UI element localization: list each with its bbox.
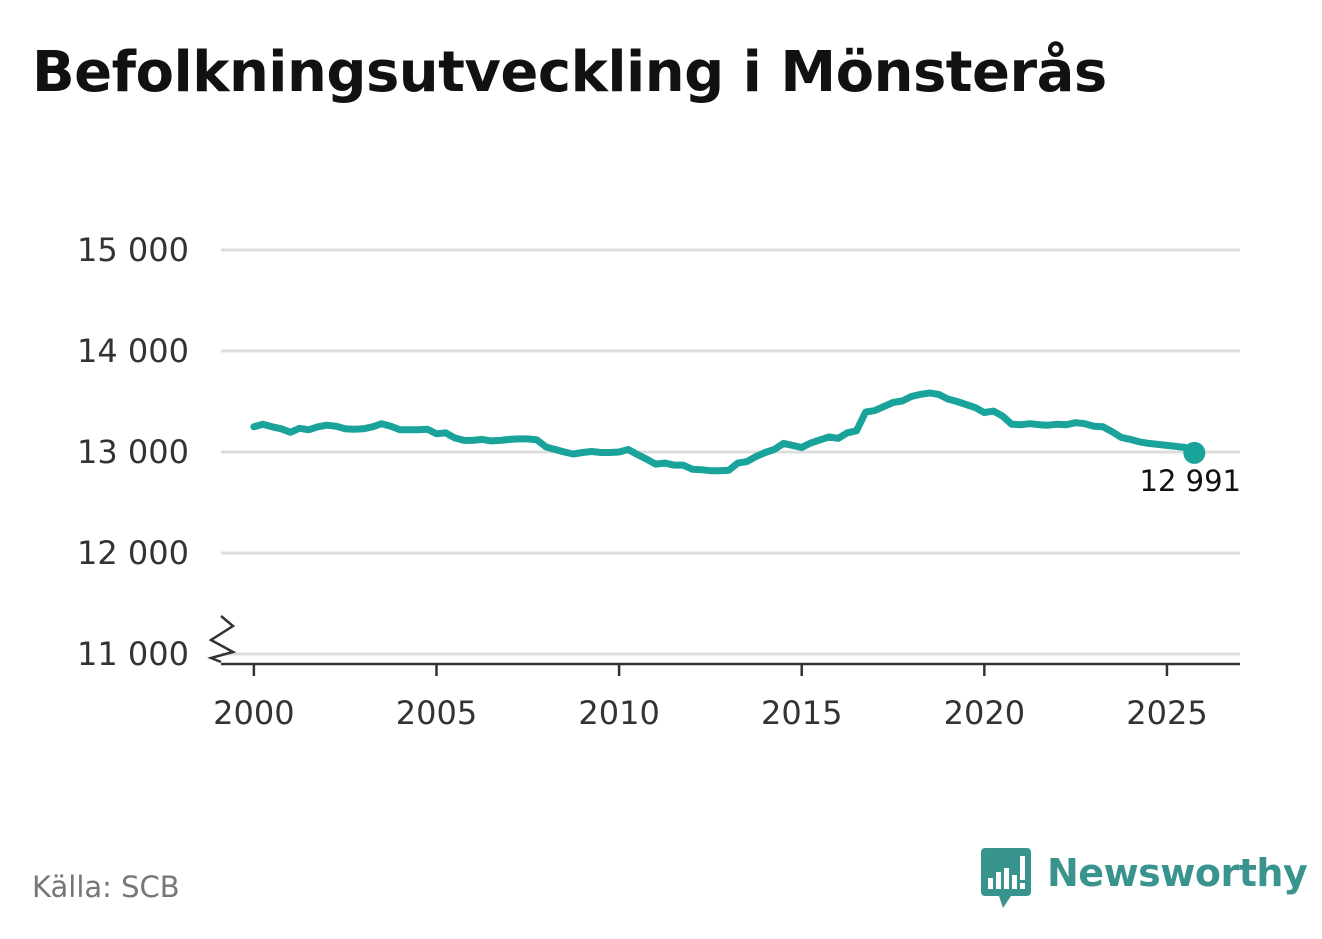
end-value-label: 12 991: [1140, 464, 1241, 498]
end-point-annotation: 12 991: [1140, 441, 1241, 498]
end-point-marker: [1183, 441, 1206, 464]
x-tick-label: 2010: [578, 694, 659, 732]
brand-logo-link[interactable]: Newsworthy: [981, 848, 1308, 912]
x-tick-label: 2005: [396, 694, 477, 732]
x-tick-label: 2015: [761, 694, 842, 732]
x-tick-label: 2000: [213, 694, 294, 732]
population-line: [250, 389, 1198, 475]
x-tick-label: 2020: [944, 694, 1025, 732]
page-title: Befolkningsutveckling i Mönsterås: [32, 40, 1107, 105]
y-tick-label: 15 000: [77, 231, 189, 269]
y-tick-label: 11 000: [77, 635, 189, 673]
series-line: [250, 389, 1198, 475]
y-axis-break-icon: [207, 615, 237, 664]
axis-break-zigzag: [207, 615, 237, 664]
brand-name: Newsworthy: [1047, 851, 1308, 895]
x-tick-label: 2025: [1126, 694, 1207, 732]
gridlines: [221, 248, 1240, 656]
x-axis-labels: 2000 2005 2010 2015 2020 2025: [213, 694, 1208, 732]
y-tick-label: 14 000: [77, 332, 189, 370]
y-axis-labels: 11 000 12 000 13 000 14 000 15 000: [77, 231, 189, 673]
x-axis: [221, 662, 1240, 676]
source-note: Källa: SCB: [32, 870, 180, 904]
y-tick-label: 13 000: [77, 433, 189, 471]
newsworthy-chart-bubble-icon: [981, 848, 1031, 908]
y-tick-label: 12 000: [77, 534, 189, 572]
